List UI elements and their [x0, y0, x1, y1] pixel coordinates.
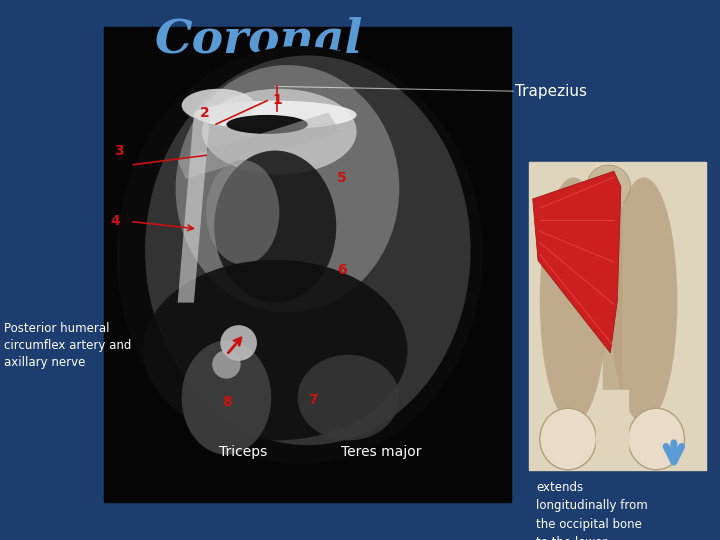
Ellipse shape — [297, 355, 400, 441]
Ellipse shape — [206, 160, 279, 265]
Text: 1: 1 — [272, 93, 282, 107]
Polygon shape — [533, 171, 621, 353]
Text: Coronal: Coronal — [155, 16, 364, 62]
Ellipse shape — [176, 65, 400, 312]
Text: 3: 3 — [114, 144, 124, 158]
Text: 4: 4 — [110, 214, 120, 228]
Bar — [104, 27, 511, 502]
Ellipse shape — [143, 260, 408, 441]
Text: 5: 5 — [337, 171, 347, 185]
Text: Teres major: Teres major — [341, 446, 421, 460]
Text: 2: 2 — [200, 106, 210, 120]
Ellipse shape — [220, 325, 257, 361]
Ellipse shape — [611, 177, 678, 423]
Polygon shape — [178, 112, 210, 302]
Text: Triceps: Triceps — [219, 446, 267, 460]
Ellipse shape — [215, 151, 336, 302]
PathPatch shape — [178, 112, 341, 179]
Ellipse shape — [181, 89, 255, 122]
Bar — [529, 162, 706, 470]
Bar — [596, 390, 628, 457]
Text: extends
longitudinally from
the occipital bone
to the lower
thoracic vertebrae
a: extends longitudinally from the occipita… — [536, 481, 655, 540]
Ellipse shape — [181, 341, 271, 455]
Ellipse shape — [202, 89, 356, 174]
Ellipse shape — [226, 115, 308, 134]
Text: 7: 7 — [308, 393, 318, 407]
Ellipse shape — [117, 46, 482, 464]
Ellipse shape — [628, 408, 685, 470]
Text: 6: 6 — [337, 263, 347, 277]
Text: Posterior humeral
circumflex artery and
axillary nerve: Posterior humeral circumflex artery and … — [4, 322, 131, 369]
Ellipse shape — [145, 56, 471, 445]
Ellipse shape — [587, 165, 631, 208]
Text: 8: 8 — [222, 395, 232, 409]
Ellipse shape — [212, 350, 240, 379]
Text: Trapezius: Trapezius — [515, 84, 587, 99]
Ellipse shape — [540, 408, 596, 470]
Ellipse shape — [194, 100, 356, 129]
Ellipse shape — [540, 177, 607, 423]
Bar — [603, 202, 621, 455]
